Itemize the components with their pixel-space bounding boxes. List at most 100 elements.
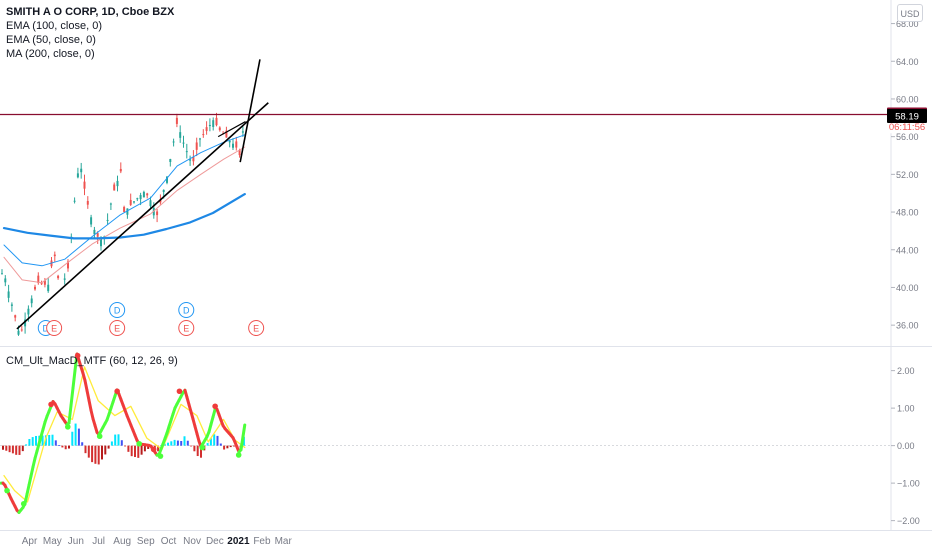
price-legend: SMITH A O CORP, 1D, Cboe BZX EMA (100, c… [6,5,174,61]
histogram-bar [190,445,193,447]
candle-body [225,130,228,138]
earnings-marker[interactable]: E [178,320,195,336]
candle [93,226,96,240]
candle [235,136,238,151]
time-tick-label: Jun [68,536,84,547]
time-tick-label: Sep [137,536,155,547]
histogram-bar [77,428,80,446]
candle [169,158,172,167]
crossover-dot [96,433,103,440]
histogram-bar [233,445,235,447]
histogram-bar [87,445,90,458]
histogram-bar [167,442,169,446]
candle [202,129,205,138]
candle [90,214,93,228]
candle [129,193,132,207]
candle-body [185,151,188,153]
macd-segment [83,379,89,392]
candle [182,135,185,148]
time-tick-label: 2021 [227,536,250,547]
candle [192,150,195,166]
histogram-bar [51,434,54,446]
candle [30,295,33,308]
candle [142,190,145,198]
indicator-ema50-label[interactable]: EMA (50, close, 0) [6,34,96,46]
ema50-line [3,146,246,284]
macd-tick-label: 0.00 [897,441,915,451]
breakout-trendline [239,59,261,163]
histogram-bar [71,431,74,446]
histogram-bar [8,445,11,453]
candle [218,126,221,132]
histogram-bar [11,445,14,454]
candle [113,182,116,191]
histogram-bar [74,423,77,446]
histogram-bar [229,445,232,448]
dividend-marker[interactable]: D [178,302,195,318]
candle-body [76,173,79,178]
histogram-group [2,423,245,465]
crossover-dot [176,388,183,395]
candle-body [175,117,178,124]
candle [7,284,10,303]
histogram-bar [209,438,212,446]
candle [83,174,86,196]
histogram-bar [242,436,245,446]
time-tick-label: Feb [253,536,271,547]
histogram-bar [180,441,183,446]
indicator-ma200-label[interactable]: MA (200, close, 0) [6,48,95,60]
candle-body [86,200,89,205]
price-tick-label: 52.00 [896,170,919,180]
macd-tick-label: 1.00 [897,404,915,414]
candle [156,208,159,223]
histogram-bar [147,445,150,449]
candle-body [47,284,50,292]
candle [106,213,109,226]
earnings-marker[interactable]: E [46,320,63,336]
histogram-bar [81,442,84,446]
candle-body [109,203,112,205]
candle [133,201,135,204]
oscillator-title[interactable]: CM_Ult_MacD_MTF (60, 12, 26, 9) [6,355,178,367]
macd-segment [85,388,91,402]
histogram-bar [134,445,136,458]
ma200-line [2,193,246,240]
histogram-bar [117,434,120,446]
candle-body [172,141,175,143]
histogram-bar [28,438,31,446]
candle [63,273,66,285]
histogram-bar [18,445,21,455]
histogram-bar [94,445,97,464]
candle [205,121,208,135]
candle [179,125,182,143]
price-tick-label: 68.00 [896,19,919,29]
candle [126,208,129,219]
histogram-bar [25,444,28,446]
candle [189,155,192,166]
candle-body [126,208,129,215]
event-letter: D [43,324,50,334]
currency-button[interactable]: USD [897,4,923,22]
earnings-marker[interactable]: E [109,320,126,336]
dividend-marker[interactable]: D [109,302,126,318]
indicator-ema100-label[interactable]: EMA (100, close, 0) [6,20,102,32]
histogram-bar [58,445,61,446]
candle-body [7,291,10,298]
candle-body [1,273,3,275]
last-price-label: 58.19 [887,109,927,124]
chart-title[interactable]: SMITH A O CORP, 1D, Cboe BZX [6,6,175,18]
price-tick-label: 44.00 [896,245,919,255]
candle-body [189,159,192,161]
earnings-marker[interactable]: E [248,320,265,336]
candle-body [212,120,215,127]
candle-body [73,200,76,202]
event-circle [178,302,195,318]
histogram-bar [143,445,146,452]
histogram-bar [97,445,100,465]
candle [195,137,198,157]
candle-body [235,141,238,148]
histogram-bar [140,445,143,455]
histogram-bar [124,445,127,447]
candle-body [37,275,40,283]
